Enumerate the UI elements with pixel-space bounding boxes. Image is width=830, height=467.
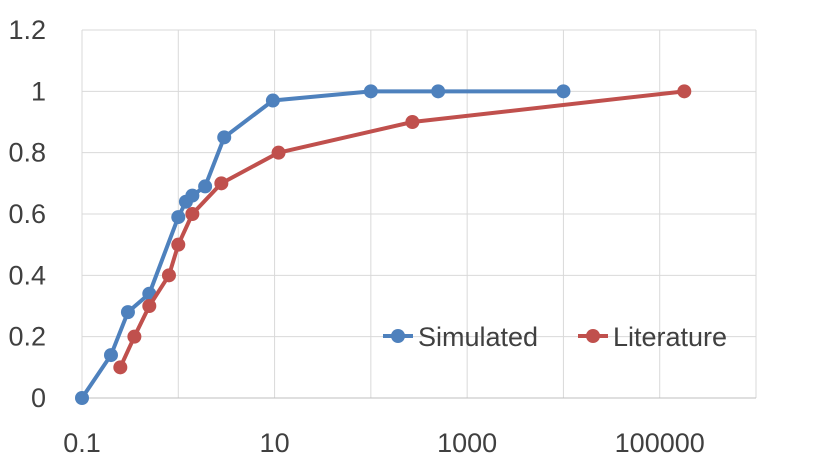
data-point-simulated [120,305,135,320]
legend-marker-simulated [391,329,405,343]
legend-label-simulated: Simulated [418,322,538,352]
y-tick-label: 1.2 [8,15,46,45]
legend: Simulated Literature [383,322,727,352]
data-point-simulated [217,130,232,145]
data-point-literature [113,360,128,375]
data-point-simulated [75,391,89,405]
y-tick-label: 0 [31,383,46,413]
series-group [75,84,692,405]
data-point-simulated [185,188,200,203]
data-point-literature [677,84,692,99]
series-line-simulated [80,89,564,400]
y-tick-label: 0.2 [8,322,46,352]
data-point-literature [142,299,157,313]
data-point-simulated [103,348,118,363]
series-line-literature [118,89,685,369]
legend-marker-literature [586,329,600,343]
y-tick-label: 1 [31,76,46,106]
data-point-simulated [363,84,378,99]
data-point-literature [161,268,176,283]
x-tick-label: 10 [260,428,290,458]
data-point-literature [127,329,142,344]
y-tick-label: 0.4 [8,260,46,290]
data-point-simulated [265,93,280,108]
data-point-literature [405,115,420,129]
tick-labels: 0 0.2 0.4 0.6 0.8 1 1.2 0.1 10 1000 100000 [8,15,704,458]
x-tick-label: 100000 [615,428,705,458]
data-point-simulated [198,179,213,194]
data-point-literature [271,145,286,160]
data-point-literature [214,176,229,191]
data-point-simulated [556,84,571,99]
legend-item-simulated: Simulated [383,322,538,352]
legend-label-literature: Literature [613,322,727,352]
data-point-simulated [171,210,186,225]
y-tick-label: 0.6 [8,199,46,229]
data-point-literature [171,237,186,252]
y-tick-label: 0.8 [8,138,46,168]
x-tick-label: 0.1 [63,428,101,458]
legend-item-literature: Literature [578,322,727,352]
data-point-simulated [431,84,446,99]
x-tick-label: 1000 [437,428,497,458]
data-point-literature [185,207,200,221]
